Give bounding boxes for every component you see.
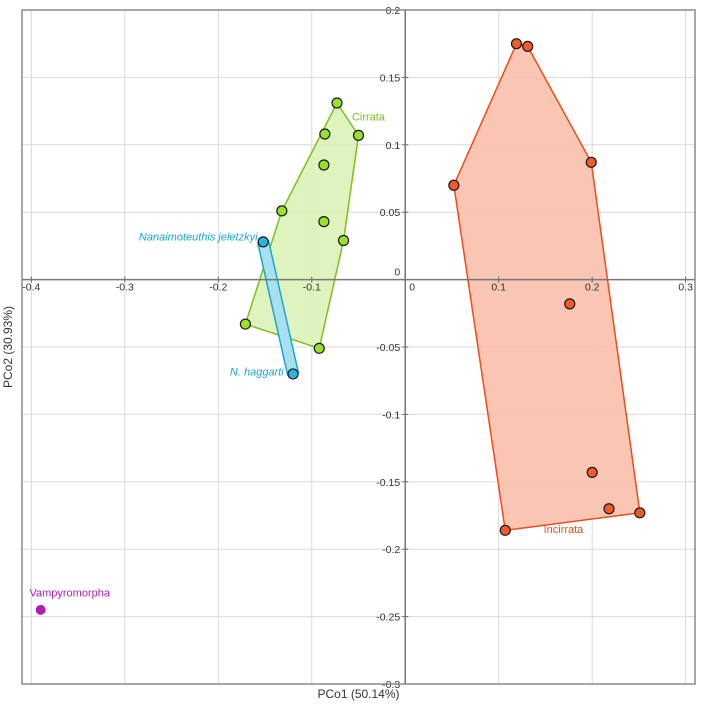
label-vampyromorpha: Vampyromorpha [29,587,110,599]
label-cirrata: Cirrata [352,112,386,124]
point-cirrata [313,342,325,354]
x-tick-label: -0.1 [303,282,321,294]
series-labels: Cirrata Incirrata Nanaimoteuthis jeletzkyi… [29,112,584,600]
point-cirrata [319,128,331,140]
point-vampyromorpha [35,604,46,615]
point-cirrata [318,216,330,228]
y-axis-label: PCo2 (30.93%) [1,306,15,388]
x-tick-label: -0.2 [209,282,227,294]
label-nanaimoteuthis-jeletzkyi: Nanaimoteuthis jeletzkyi [139,232,258,244]
hull-cirrata [244,102,360,350]
point-nanaimoteuthis-jeletzkyi [257,236,269,248]
x-tick-label: -0.4 [22,282,40,294]
point-incirrata [499,524,511,536]
hull-incirrata [453,42,641,532]
point-cirrata [276,205,288,217]
point-incirrata [586,466,598,478]
point-cirrata [318,159,330,171]
point-cirrata [239,318,251,330]
label-n-haggarti: N. haggarti [230,366,284,378]
point-incirrata [603,503,615,515]
point-n-haggarti [287,368,299,380]
x-tick-label: -0.3 [116,282,134,294]
x-axis-label: PCo1 (50.14%) [317,687,399,701]
y-tick-label: 0.2 [386,5,401,17]
y-tick-label: -0.2 [382,544,400,556]
label-incirrata: Incirrata [544,524,585,536]
y-tick-label: 0 [394,267,400,279]
y-tick-label: 0.1 [386,140,401,152]
x-tick-label: 0.2 [585,282,600,294]
y-tick-label: -0.15 [376,477,400,489]
y-tick-label: 0.15 [380,72,401,84]
axes: -0.4 -0.3 -0.2 -0.1 0 0.1 0.2 0.3 0.2 0.15 0.1 0.05… [22,5,695,691]
point-cirrata [352,129,365,141]
plot-frame [21,9,696,685]
x-tick-label: 0.3 [678,282,693,294]
point-incirrata [634,507,646,519]
point-incirrata [564,298,576,310]
point-incirrata [510,38,523,50]
point-incirrata [585,156,597,168]
point-cirrata [331,97,343,109]
y-tick-label: -0.1 [382,409,400,421]
point-incirrata [522,40,534,52]
x-tick-label: 0 [409,282,415,294]
data-points [35,38,646,615]
y-tick-label: -0.3 [382,679,400,691]
y-tick-label: -0.25 [376,612,400,624]
y-tick-label: 0.05 [380,207,401,219]
y-tick-label: -0.05 [376,342,400,354]
point-incirrata [448,179,460,191]
point-cirrata [337,234,350,247]
x-tick-label: 0.1 [491,282,506,294]
